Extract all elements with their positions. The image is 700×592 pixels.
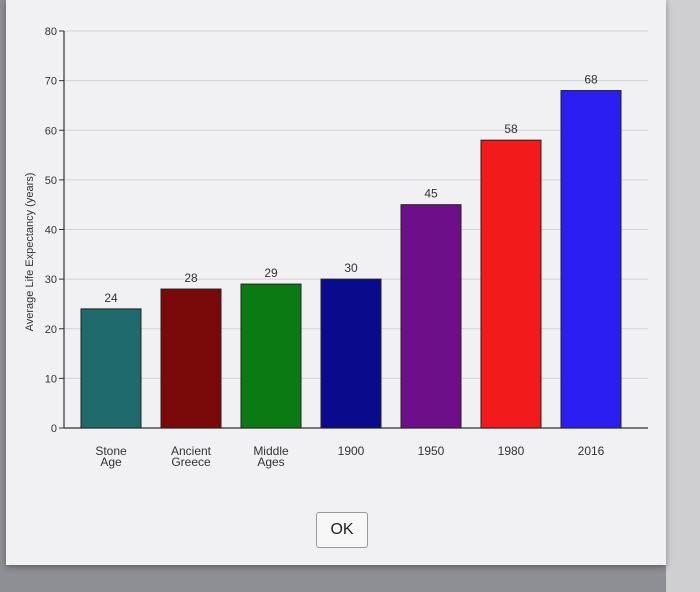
y-tick-label: 80: [45, 26, 57, 38]
bar-value-label: 29: [264, 266, 278, 280]
bar-value-label: 24: [104, 291, 118, 305]
x-tick-label: Middle Ages: [253, 444, 289, 469]
y-tick-label: 70: [45, 76, 57, 88]
bar-value-label: 45: [424, 187, 438, 201]
bar: [320, 278, 382, 429]
data-labels: 24 28 29 30 45 58 68: [104, 73, 598, 305]
x-axis-tick-labels: Stone Age Ancient Greece Middle Ages 1900 1950 1…: [95, 444, 604, 469]
x-tick-label: 1900: [338, 444, 365, 458]
ok-button[interactable]: OK: [316, 512, 368, 548]
y-tick-label: 50: [45, 175, 57, 187]
y-tick-label: 20: [45, 324, 57, 336]
bar: [480, 139, 542, 429]
y-tick-label: 30: [45, 274, 57, 286]
bar: [560, 90, 622, 429]
x-tick-label: Ancient Greece: [171, 444, 212, 469]
x-tick-label: Stone Age: [95, 444, 127, 469]
bar-value-label: 68: [584, 73, 598, 87]
background-window-edge: [666, 0, 700, 592]
y-tick-label: 60: [45, 125, 57, 137]
y-tick-label: 0: [51, 423, 57, 435]
x-tick-label: 1950: [418, 444, 445, 458]
bar: [240, 283, 302, 429]
y-tick-label: 10: [45, 373, 57, 385]
bars: [80, 90, 622, 429]
y-tick-label: 40: [45, 225, 57, 237]
x-tick-label: 2016: [578, 444, 605, 458]
bar: [160, 288, 222, 429]
bar-value-label: 28: [184, 271, 198, 285]
x-tick-label: 1980: [498, 444, 525, 458]
bar-value-label: 30: [344, 261, 358, 275]
bar: [80, 308, 142, 429]
y-axis-label: Average Life Expectancy (years): [24, 173, 36, 332]
bar-value-label: 58: [504, 122, 518, 136]
bar: [400, 204, 462, 429]
